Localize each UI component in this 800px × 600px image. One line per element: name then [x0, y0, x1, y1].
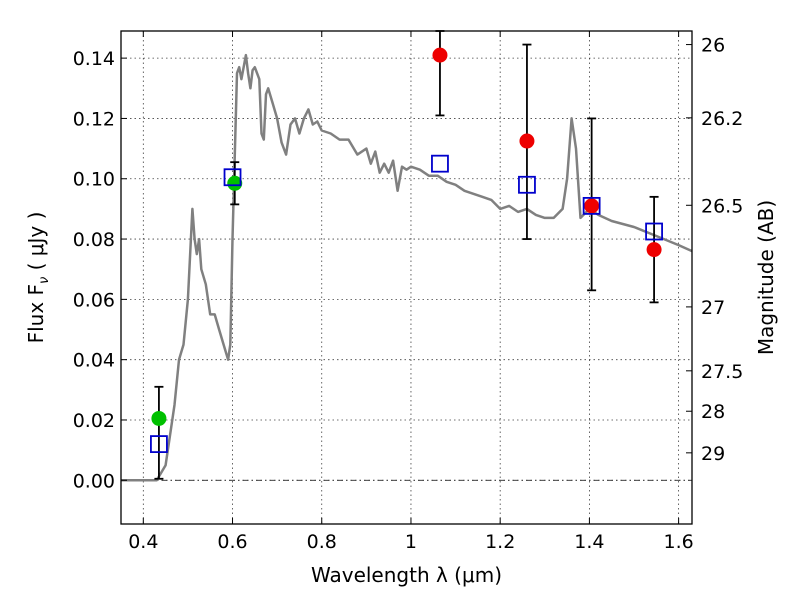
model-square-s2-p3 — [518, 175, 536, 194]
y-tick-label-3: 0.06 — [73, 289, 115, 311]
model-square-s2-p0 — [150, 435, 168, 453]
data-point-s0-p0 — [151, 410, 167, 426]
y2-tick-label-5: 28 — [701, 401, 725, 423]
y-tick-label-4: 0.08 — [73, 229, 115, 251]
model-square-s2-p4 — [582, 196, 601, 215]
y-tick-label-6: 0.12 — [73, 108, 115, 130]
x-tick-label-6: 1.6 — [664, 531, 694, 553]
axis-ticks: 0.4 0.6 0.8 1 1.2 1.4 1.6 0.00 0.02 0.04 0.06 0.08 0… — [73, 31, 743, 553]
gridlines — [121, 31, 692, 524]
x-tick-label-3: 1 — [405, 531, 417, 553]
data-point-s0-p1 — [227, 175, 243, 191]
y-axis-title: Flux Fν ( μJy ) — [24, 212, 52, 344]
x-tick-label-4: 1.2 — [485, 531, 515, 553]
y2-tick-label-0: 26 — [701, 35, 725, 57]
y-tick-label-7: 0.14 — [73, 48, 115, 70]
y-axis-title-subscript: ν — [37, 277, 52, 284]
model-square-s2-p1 — [223, 168, 242, 187]
data-point-s1-p3 — [646, 242, 662, 258]
data-point-s1-p0 — [432, 47, 448, 63]
template-spectrum-line — [121, 53, 693, 482]
x-axis-title: Wavelength λ (μm) — [311, 563, 502, 587]
y-tick-label-0: 0.00 — [73, 470, 115, 492]
data-marks — [150, 30, 663, 480]
y2-tick-label-6: 29 — [701, 443, 725, 465]
y2-tick-label-4: 27.5 — [701, 361, 743, 383]
plot-frame — [120, 30, 693, 525]
data-point-s1-p1 — [519, 133, 535, 149]
y-tick-label-2: 0.04 — [73, 350, 115, 372]
x-tick-label-5: 1.4 — [574, 531, 604, 553]
y-axis-title-unit: ( μJy ) — [24, 212, 48, 277]
model-square-s2-p2 — [431, 154, 449, 173]
y-tick-label-5: 0.10 — [73, 169, 115, 191]
data-point-s1-p2 — [584, 198, 600, 214]
y2-axis-title: Magnitude (AB) — [754, 200, 778, 355]
y2-tick-label-2: 26.5 — [701, 195, 743, 217]
x-tick-label-0: 0.4 — [128, 531, 158, 553]
y2-tick-label-1: 26.2 — [701, 108, 743, 130]
x-tick-label-1: 0.6 — [217, 531, 247, 553]
y2-tick-label-3: 27 — [701, 297, 725, 319]
y-axis-title-main: Flux F — [24, 284, 48, 343]
model-square-s2-p5 — [645, 222, 663, 241]
y-tick-label-1: 0.02 — [73, 410, 115, 432]
x-tick-label-2: 0.8 — [307, 531, 337, 553]
